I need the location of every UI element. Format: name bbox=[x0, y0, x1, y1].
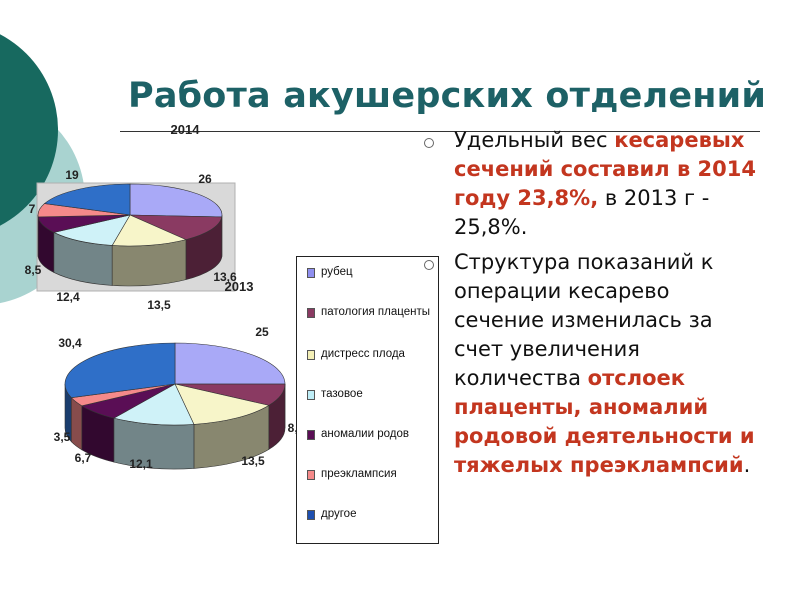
legend-swatch bbox=[307, 430, 315, 440]
pie-slice-тазовое bbox=[53, 214, 131, 246]
pie-slice-side bbox=[113, 417, 195, 470]
data-label: 3,5 bbox=[54, 430, 71, 444]
data-label: 26 bbox=[198, 172, 212, 186]
data-label: 25 bbox=[255, 325, 269, 339]
title-divider bbox=[120, 131, 760, 132]
legend-swatch bbox=[307, 470, 315, 480]
bullet-circle-icon bbox=[424, 260, 434, 270]
pie-slice-другое bbox=[64, 342, 176, 399]
bullet-text: в 2013 г - 25,8%. bbox=[454, 186, 710, 239]
bullet-highlight: отслоек плаценты, аномалий родовой деяте… bbox=[454, 366, 755, 477]
slide-title: Работа акушерских отделений bbox=[128, 76, 767, 116]
pie-slice-дистресс плода bbox=[111, 214, 187, 247]
bullet-list: Удельный вес кесаревых сечений составил … bbox=[424, 126, 764, 480]
legend-label: преэклампсия bbox=[321, 468, 397, 480]
data-label: 12,4 bbox=[56, 290, 80, 304]
legend-swatch bbox=[307, 268, 315, 278]
data-label: 6,7 bbox=[75, 451, 92, 465]
legend-swatch bbox=[307, 510, 315, 520]
data-label: 30,4 bbox=[58, 336, 82, 350]
legend-swatch bbox=[307, 350, 315, 360]
bullet-text: Структура показаний к операции кесарево … bbox=[454, 250, 714, 390]
data-label: 13,5 bbox=[147, 298, 171, 312]
pie-chart-2014: 26 13,6 13,5 12,4 8,5 7 19 2014 bbox=[25, 122, 237, 312]
pie-slice-другое bbox=[43, 183, 131, 216]
data-label: 13,5 bbox=[241, 454, 265, 468]
data-label: 8,5 bbox=[25, 263, 42, 277]
pie-slice-side bbox=[71, 396, 83, 451]
pie-slice-рубец bbox=[129, 183, 223, 218]
bullet-item: Удельный вес кесаревых сечений составил … bbox=[424, 126, 764, 242]
legend-label: аномалии родов bbox=[321, 428, 409, 440]
dark-circle-decoration bbox=[0, 34, 58, 226]
pie-slice-дистресс плода bbox=[174, 383, 270, 425]
pie-slice-тазовое bbox=[113, 383, 195, 426]
legend-swatch bbox=[307, 308, 315, 318]
data-label: 13,6 bbox=[213, 270, 237, 284]
legend-label: другое bbox=[321, 508, 357, 520]
data-label: 7 bbox=[29, 202, 36, 216]
chart-legend: рубец патология плаценты дистресс плода … bbox=[296, 256, 439, 544]
data-label: 12,1 bbox=[129, 457, 153, 471]
bullet-text: Удельный вес bbox=[454, 128, 615, 152]
bullet-highlight: кесаревых сечений составил в 2014 году 2… bbox=[454, 128, 757, 210]
data-label: 19 bbox=[65, 168, 79, 182]
bullet-text: . bbox=[743, 453, 751, 477]
bullet-item: Структура показаний к операции кесарево … bbox=[424, 248, 764, 480]
legend-swatch bbox=[307, 390, 315, 400]
pie-slice-рубец bbox=[174, 342, 286, 385]
legend-label: патология плаценты bbox=[321, 306, 430, 318]
pie-slice-side bbox=[111, 239, 187, 287]
legend-label: дистресс плода bbox=[321, 348, 405, 360]
bullet-circle-icon bbox=[424, 138, 434, 148]
legend-label: тазовое bbox=[321, 388, 363, 400]
legend-label: рубец bbox=[321, 266, 353, 278]
chart-title: 2013 bbox=[225, 279, 254, 294]
chart-title: 2014 bbox=[171, 122, 201, 137]
pie-slice-патология плаценты bbox=[129, 214, 223, 240]
